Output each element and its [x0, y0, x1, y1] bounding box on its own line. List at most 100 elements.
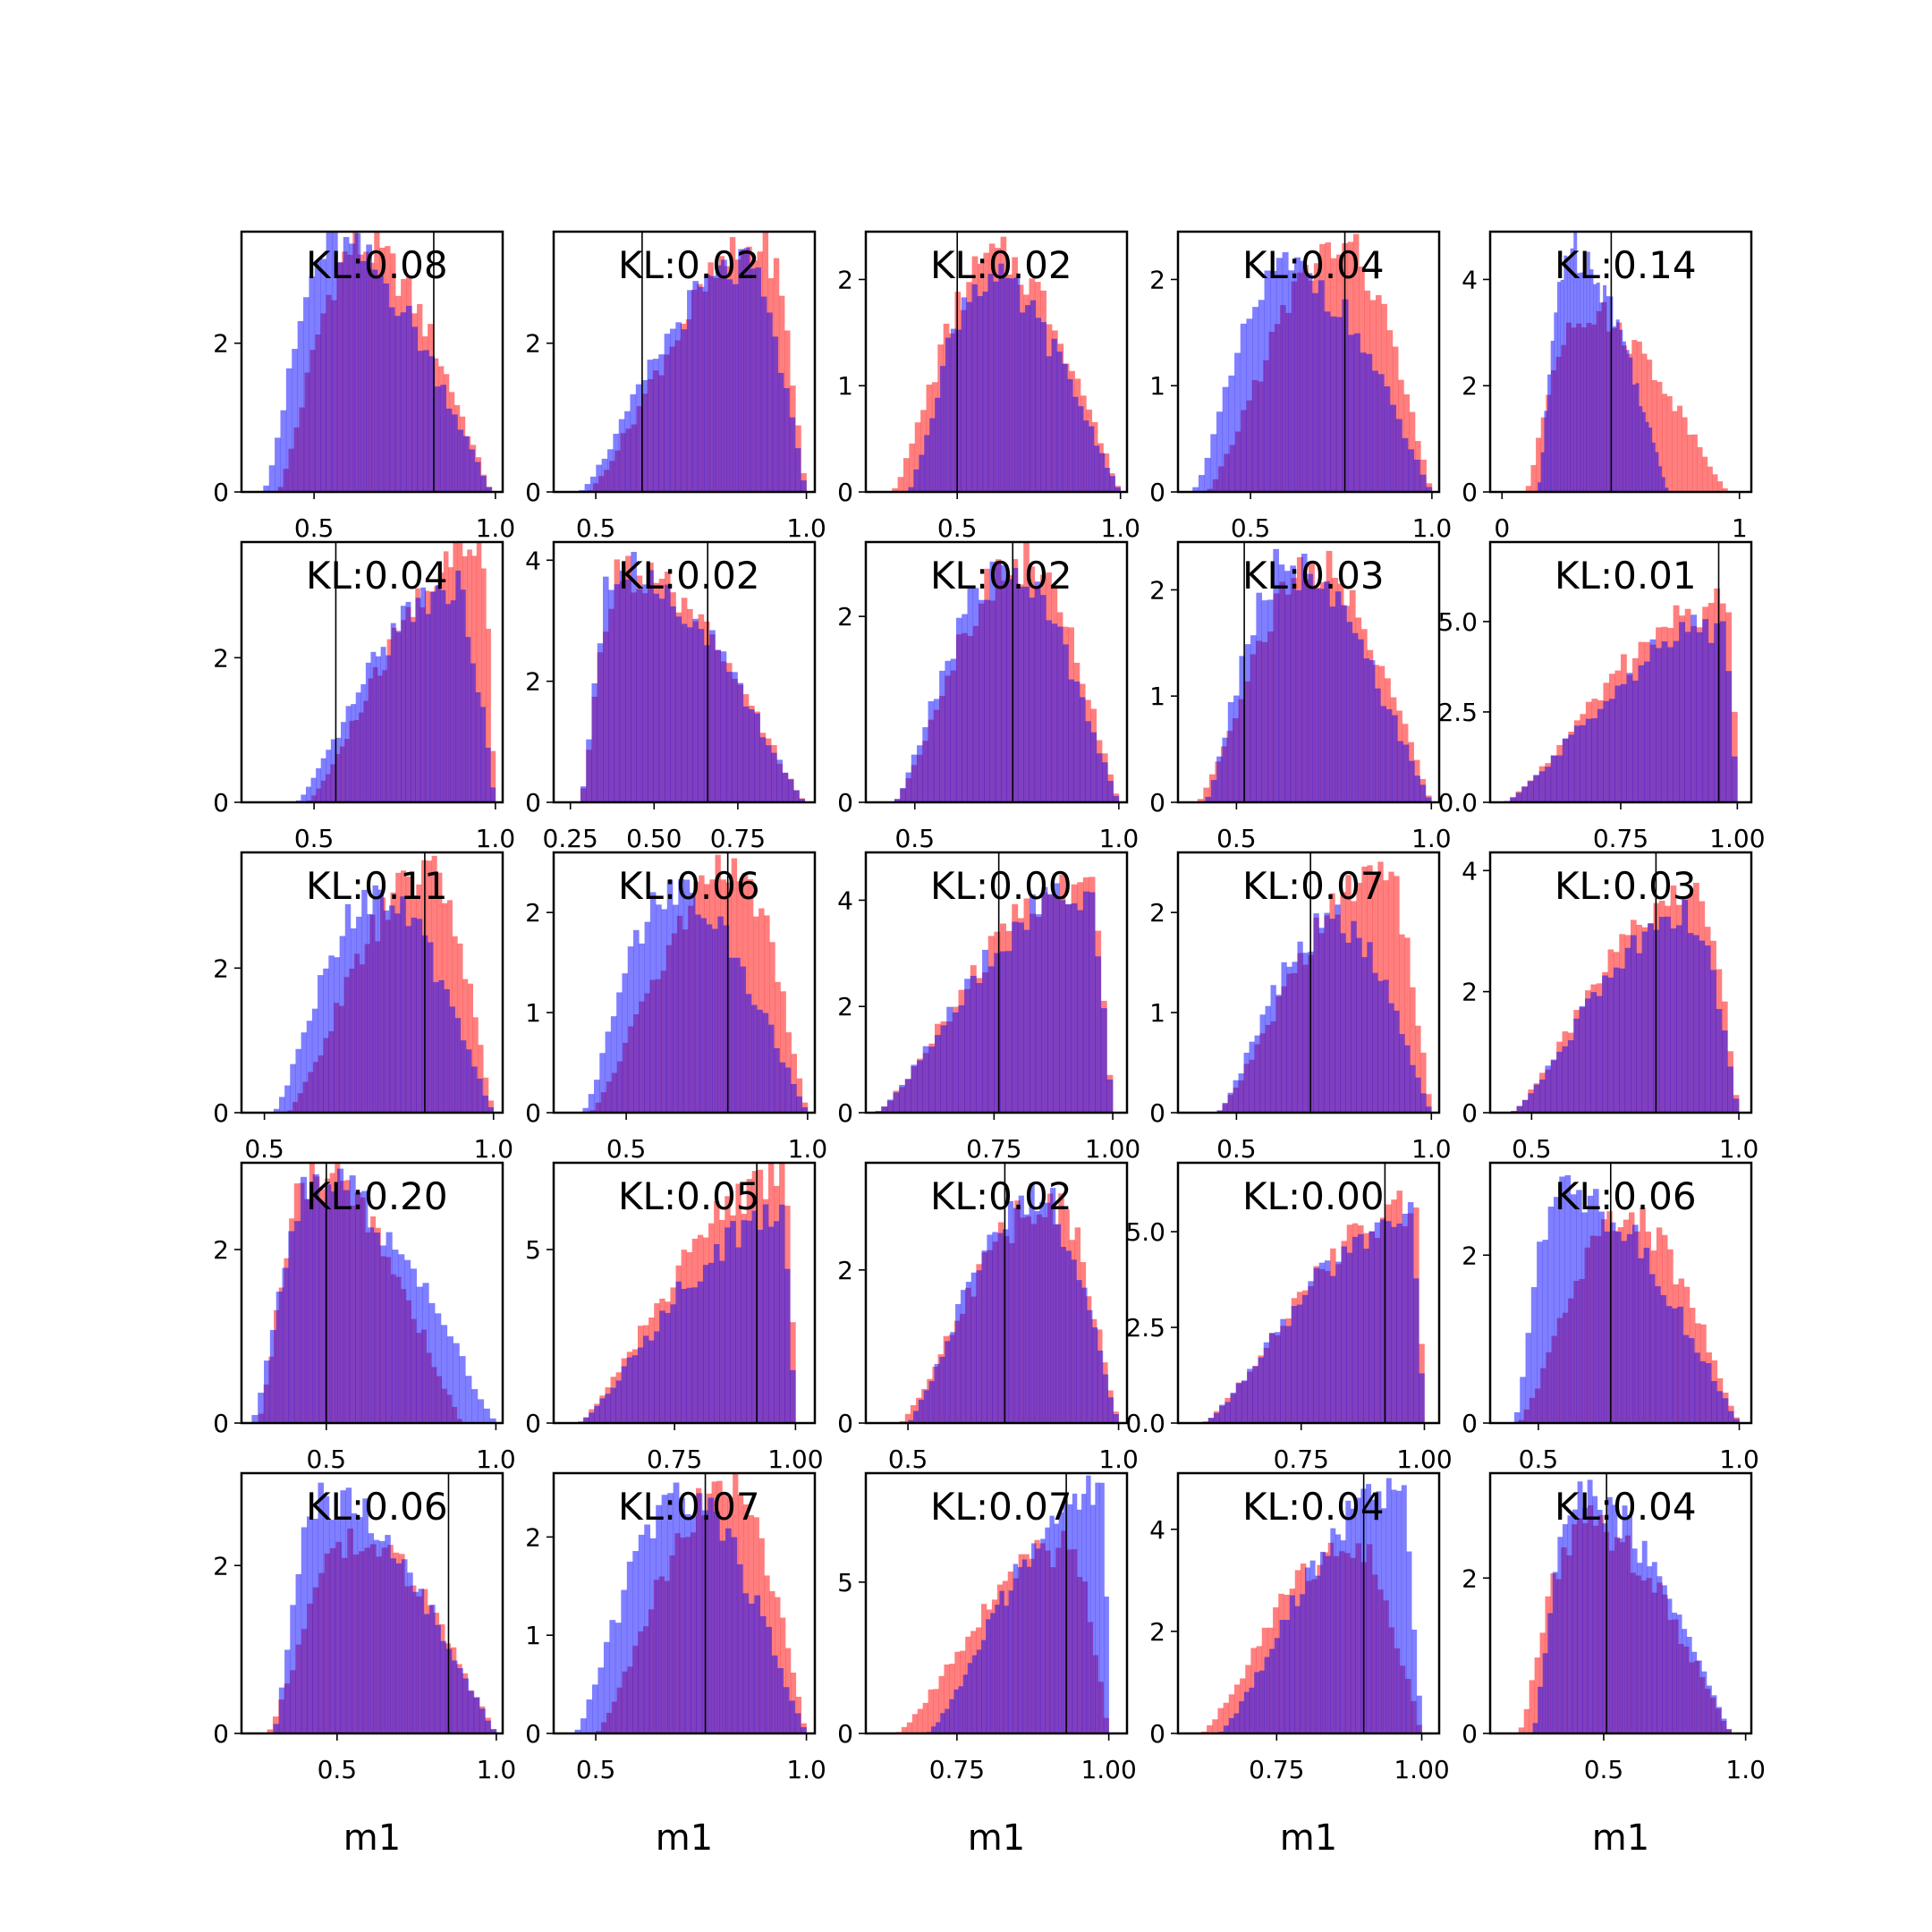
- blue-series-bar: [316, 767, 322, 802]
- y-tick-label: 2: [1149, 575, 1165, 605]
- blue-series-bar: [325, 1184, 332, 1423]
- blue-series-bar: [1585, 718, 1592, 802]
- blue-series-bar: [273, 1108, 280, 1113]
- kl-annotation: KL:0.02: [930, 1174, 1072, 1218]
- blue-series-bar: [1385, 1478, 1392, 1733]
- blue-series-bar: [765, 745, 772, 802]
- blue-series-bar: [622, 973, 629, 1113]
- blue-series-bar: [648, 1340, 655, 1423]
- blue-series-bar: [460, 1040, 467, 1113]
- x-tick-label: 1.0: [1411, 824, 1452, 853]
- blue-series-bar: [1341, 605, 1347, 802]
- panel-frame: [240, 1471, 504, 1735]
- y-tick-label: 0: [525, 1409, 541, 1438]
- blue-series-bar: [976, 1270, 982, 1423]
- blue-series-bar: [490, 1729, 497, 1733]
- blue-series-bar: [697, 1281, 704, 1423]
- blue-series-bar: [1661, 641, 1668, 802]
- blue-series-bar: [1294, 1606, 1301, 1733]
- blue-series-bar: [1227, 702, 1234, 802]
- blue-series-bar: [1539, 1079, 1546, 1113]
- blue-series-bar: [1533, 1084, 1540, 1113]
- blue-series-bar: [388, 307, 395, 492]
- blue-series-bar: [1104, 1596, 1109, 1733]
- blue-series-bar: [258, 1393, 265, 1423]
- blue-series-bar: [1607, 977, 1614, 1113]
- blue-series-bar: [683, 879, 691, 1113]
- blue-series-bar: [1239, 1701, 1245, 1733]
- red-series-bar: [1203, 787, 1210, 802]
- x-tick-label: 1.0: [1719, 1445, 1759, 1474]
- blue-series-bar: [1107, 1397, 1114, 1423]
- blue-series-bar: [692, 618, 699, 802]
- blue-series-bar: [1672, 1612, 1677, 1733]
- blue-series-bar: [1067, 378, 1073, 492]
- y-tick-label: 4: [525, 546, 541, 575]
- histogram-panel: 0.5 1.0 0 2 KL:0.02: [525, 230, 826, 543]
- blue-series-bar: [490, 787, 496, 802]
- red-series-bar: [911, 1714, 919, 1733]
- blue-series-bar: [1089, 892, 1096, 1113]
- panel-frame: [240, 540, 504, 804]
- histogram-panel: 0.75 1.00 0 5 KL:0.07: [837, 1471, 1137, 1784]
- blue-series-bar: [995, 561, 1002, 802]
- blue-series-bar: [1079, 697, 1086, 802]
- blue-series-bar: [1335, 1534, 1341, 1733]
- blue-series-bar: [958, 1686, 963, 1733]
- panel-frame: [1488, 1471, 1753, 1735]
- blue-series-bar: [635, 384, 642, 492]
- blue-series-bar: [268, 465, 275, 492]
- blue-series-bar: [1396, 1490, 1402, 1733]
- blue-series-bar: [667, 1493, 674, 1733]
- blue-series-bar: [731, 1537, 738, 1733]
- blue-series-bar: [1721, 1030, 1728, 1113]
- panel-frame: [240, 851, 504, 1114]
- blue-series-bar: [987, 274, 994, 492]
- bars-group: [263, 232, 493, 492]
- blue-series-bar: [1258, 300, 1265, 492]
- blue-series-bar: [1114, 487, 1121, 492]
- y-tick-label: 2: [1149, 1617, 1165, 1647]
- blue-series-bar: [1268, 1333, 1275, 1423]
- x-axis-label: m1: [968, 1818, 1025, 1859]
- y-tick-label: 4: [1149, 1515, 1165, 1545]
- blue-series-bar: [767, 1024, 775, 1113]
- blue-series-bar: [621, 1589, 628, 1733]
- blue-series-bar: [1330, 1275, 1336, 1423]
- blue-series-bar: [318, 1482, 324, 1733]
- blue-series-bar: [999, 1590, 1004, 1733]
- blue-series-bar: [1054, 1523, 1059, 1733]
- blue-series-bar: [326, 750, 332, 802]
- red-series-bar: [1534, 1657, 1540, 1733]
- blue-series-bar: [1040, 322, 1046, 492]
- blue-series-bar: [1651, 1562, 1657, 1733]
- blue-series-bar: [1638, 665, 1645, 802]
- blue-series-bar: [900, 788, 906, 802]
- red-series-bar: [1657, 381, 1663, 492]
- blue-series-bar: [1567, 1040, 1574, 1113]
- blue-series-bar: [335, 737, 342, 802]
- blue-series-bar: [351, 704, 357, 802]
- x-tick-label: 0.5: [606, 1134, 647, 1164]
- y-tick-label: 0: [1149, 1719, 1165, 1749]
- blue-series-bar: [1657, 1576, 1663, 1733]
- blue-series-bar: [395, 631, 402, 802]
- bars-group: [579, 232, 807, 492]
- blue-series-bar: [714, 1243, 720, 1423]
- blue-series-bar: [1666, 1598, 1673, 1733]
- blue-series-bar: [1284, 1620, 1291, 1733]
- blue-series-bar: [1411, 1629, 1418, 1733]
- panel-frame: [552, 1161, 817, 1425]
- blue-series-bar: [1660, 1294, 1667, 1423]
- kl-annotation: KL:0.04: [1242, 243, 1385, 287]
- blue-series-bar: [349, 1175, 356, 1423]
- kl-annotation: KL:0.06: [1555, 1174, 1697, 1218]
- blue-series-bar: [934, 1364, 940, 1423]
- blue-series-bar: [361, 889, 368, 1113]
- histogram-panel: 0.5 1.0 0 1 2 KL:0.07: [525, 1471, 826, 1784]
- blue-series-bar: [390, 623, 396, 802]
- blue-series-bar: [1648, 923, 1654, 1113]
- blue-series-bar: [465, 637, 471, 802]
- blue-series-bar: [670, 606, 676, 802]
- panel-frame: [864, 540, 1129, 804]
